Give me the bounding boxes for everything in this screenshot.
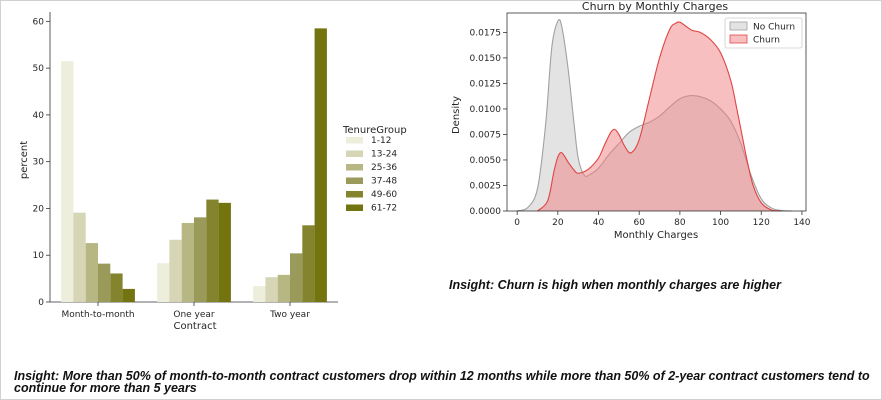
- legend-title: TenureGroup: [342, 125, 407, 136]
- legend-label: 61-72: [371, 204, 397, 214]
- bar: [181, 222, 194, 302]
- bar-chart-xlabel: Contract: [173, 321, 216, 332]
- legend-label: 37-48: [371, 177, 397, 187]
- density-y-tick-label: 0.0075: [470, 130, 502, 140]
- bar: [253, 286, 266, 302]
- legend-swatch: [346, 150, 363, 157]
- bar-y-tick-label: 40: [33, 111, 45, 121]
- bar-x-tick-label: Month-to-month: [61, 310, 134, 320]
- density-legend-label: No Churn: [753, 23, 795, 33]
- density-y-tick-label: 0.0125: [470, 79, 502, 89]
- bar: [122, 288, 135, 302]
- bar: [314, 28, 327, 302]
- legend-label: 13-24: [371, 150, 397, 160]
- bar-y-tick-label: 50: [33, 64, 45, 74]
- bar: [110, 273, 123, 302]
- bar-x-tick-label: One year: [173, 310, 215, 320]
- bar: [290, 253, 303, 302]
- density-chart-title: Churn by Monthly Charges: [582, 0, 728, 13]
- bar-chart-ylabel: percent: [19, 141, 30, 179]
- churn-charges-insight: Insight: Churn is high when monthly char…: [449, 278, 781, 292]
- density-x-tick-label: 40: [593, 218, 605, 228]
- legend-swatch: [346, 177, 363, 184]
- density-x-tick-label: 120: [753, 218, 770, 228]
- density-y-tick-label: 0.0100: [470, 105, 502, 115]
- bar-y-tick-label: 0: [38, 298, 44, 308]
- density-x-tick-label: 80: [674, 218, 686, 228]
- density-chart-ylabel: Density: [451, 96, 462, 134]
- density-legend-label: Churn: [753, 36, 780, 46]
- legend-swatch: [346, 191, 363, 198]
- tenure-contract-bar-chart: 0 10 20 30 40 50 60 Month-to-month One year Two y…: [19, 12, 407, 332]
- bar: [218, 202, 231, 302]
- bar: [206, 199, 219, 302]
- density-y-tick-label: 0.0000: [470, 207, 502, 217]
- bar-y-tick-label: 60: [33, 17, 45, 27]
- bar-y-tick-label: 30: [33, 158, 45, 168]
- contract-tenure-insight: Insight: More than 50% of month-to-month…: [14, 369, 870, 395]
- legend-swatch: [346, 204, 363, 211]
- bar: [277, 274, 290, 302]
- density-x-tick-label: 140: [793, 218, 810, 228]
- density-line: [537, 21, 782, 212]
- bar: [194, 217, 207, 302]
- density-areas: [517, 18, 792, 212]
- density-x-tick-label: 0: [514, 218, 520, 228]
- density-y-tick-label: 0.0050: [470, 156, 502, 166]
- bar-chart-axes: 0 10 20 30 40 50 60 Month-to-month One year Two y…: [33, 12, 338, 320]
- bar: [265, 277, 278, 302]
- legend-label: 49-60: [371, 190, 397, 200]
- bar-x-tick-label: Two year: [269, 310, 310, 320]
- churn-density-chart: Churn by Monthly Charges 0 20 40 60 80 100 120…: [451, 0, 811, 241]
- density-chart-xlabel: Monthly Charges: [614, 230, 698, 241]
- bar: [98, 263, 111, 302]
- density-y-tick-label: 0.0175: [470, 28, 502, 38]
- density-chart-axes: 0 20 40 60 80 100 120 140 0.0000 0.0025 0.0050 0.00…: [470, 12, 811, 228]
- bar: [61, 61, 74, 303]
- density-y-tick-label: 0.0025: [470, 181, 502, 191]
- bar-y-tick-label: 20: [33, 204, 45, 214]
- bar-y-tick-label: 10: [33, 251, 45, 261]
- density-chart-legend: No Churn Churn: [724, 17, 803, 49]
- bar: [157, 263, 170, 302]
- density-area: [537, 21, 782, 211]
- bar: [73, 212, 86, 302]
- legend-swatch: [346, 164, 363, 171]
- density-y-tick-label: 0.0150: [470, 54, 502, 64]
- legend-label: 25-36: [371, 163, 397, 173]
- density-x-tick-label: 60: [633, 218, 645, 228]
- bar: [169, 239, 182, 302]
- density-x-tick-label: 20: [552, 218, 564, 228]
- legend-label: 1-12: [371, 136, 391, 146]
- bar: [85, 243, 98, 302]
- density-legend-swatch: [729, 34, 748, 44]
- bar-chart-bars: [61, 28, 327, 303]
- density-plot-frame: [506, 12, 807, 212]
- bar: [302, 225, 315, 302]
- density-legend-swatch: [729, 21, 748, 31]
- bar-chart-legend: TenureGroup 1-12 13-24 25-36 37-48 49-60 61-7…: [342, 125, 407, 214]
- density-x-tick-label: 100: [712, 218, 729, 228]
- legend-swatch: [346, 137, 363, 144]
